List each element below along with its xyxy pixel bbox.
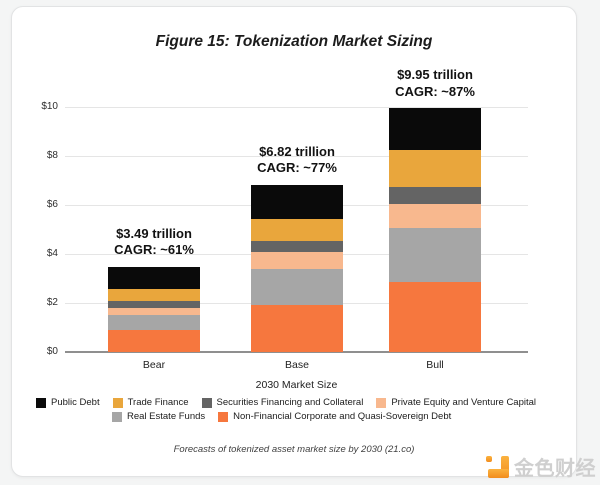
bar-segment-4 bbox=[251, 219, 343, 242]
x-axis-title: 2030 Market Size bbox=[255, 379, 338, 391]
legend-label: Trade Finance bbox=[127, 397, 189, 408]
bar-segment-5 bbox=[251, 184, 343, 220]
total-value: $3.49 trillion bbox=[116, 225, 192, 241]
total-value: $6.82 trillion bbox=[259, 143, 335, 159]
total-annotation: $9.95 trillion CAGR: ~87% bbox=[345, 67, 525, 100]
bar-segment-0 bbox=[108, 330, 200, 352]
bar-segment-2 bbox=[251, 251, 343, 269]
total-annotation: $3.49 trillion CAGR: ~61% bbox=[64, 226, 244, 259]
bar-segment-1 bbox=[108, 315, 200, 331]
figure-caption: Forecasts of tokenized asset market size… bbox=[173, 444, 415, 455]
legend: Public Debt Trade Finance Securities Fin… bbox=[36, 397, 568, 422]
legend-row-2: Real Estate Funds Non-Financial Corporat… bbox=[112, 411, 568, 422]
legend-swatch-icon bbox=[376, 397, 387, 408]
y-tick-label: $10 bbox=[41, 100, 58, 112]
legend-swatch-icon bbox=[201, 397, 212, 408]
bar-segment-4 bbox=[389, 149, 481, 187]
watermark: 金色财经 bbox=[485, 452, 596, 481]
y-tick-label: $4 bbox=[46, 247, 58, 259]
legend-swatch-icon bbox=[112, 397, 123, 408]
total-value: $9.95 trillion bbox=[397, 67, 473, 83]
bar-segment-1 bbox=[251, 268, 343, 306]
bar-segment-5 bbox=[108, 266, 200, 289]
gridline bbox=[65, 106, 528, 108]
cagr-value: CAGR: ~61% bbox=[114, 242, 194, 257]
y-tick-label: $8 bbox=[46, 149, 58, 161]
jinse-finance-logo-icon bbox=[485, 455, 509, 478]
bar-segment-2 bbox=[108, 307, 200, 316]
bar-segment-3 bbox=[251, 241, 343, 252]
legend-item: Trade Finance bbox=[112, 397, 189, 408]
legend-item: Non-Financial Corporate and Quasi-Sovere… bbox=[218, 411, 451, 422]
y-tick-label: $6 bbox=[46, 198, 58, 210]
figure-title: Figure 15: Tokenization Market Sizing bbox=[155, 33, 433, 50]
bar-segment-4 bbox=[108, 288, 200, 301]
bar-segment-0 bbox=[389, 282, 481, 352]
watermark-text: 金色财经 bbox=[514, 458, 596, 480]
cagr-value: CAGR: ~77% bbox=[257, 160, 337, 176]
bar-segment-5 bbox=[389, 108, 481, 150]
legend-label: Non-Financial Corporate and Quasi-Sovere… bbox=[233, 411, 452, 422]
legend-swatch-icon bbox=[36, 397, 46, 408]
legend-item: Securities Financing and Collateral bbox=[201, 397, 364, 408]
legend-row-1: Public Debt Trade Finance Securities Fin… bbox=[36, 397, 568, 408]
bar-segment-3 bbox=[389, 186, 481, 204]
legend-item: Real Estate Funds bbox=[112, 411, 205, 422]
bar-segment-3 bbox=[108, 300, 200, 308]
cagr-value: CAGR: ~87% bbox=[395, 83, 475, 99]
legend-item: Public Debt bbox=[36, 397, 100, 408]
legend-item: Private Equity and Venture Capital bbox=[376, 397, 536, 408]
x-category-label: Bull bbox=[426, 359, 444, 371]
legend-label: Real Estate Funds bbox=[127, 411, 206, 422]
x-axis-line bbox=[65, 351, 528, 353]
gridline bbox=[65, 155, 528, 157]
bar-segment-0 bbox=[251, 305, 343, 352]
x-category-label: Bear bbox=[142, 359, 166, 371]
legend-label: Securities Financing and Collateral bbox=[216, 397, 364, 408]
legend-swatch-icon bbox=[218, 411, 229, 422]
figure-card: Figure 15: Tokenization Market Sizing $3… bbox=[11, 6, 577, 477]
bar-segment-2 bbox=[389, 203, 481, 229]
chart: $3.49 trillion CAGR: ~61% Bear $6.82 trilli… bbox=[12, 7, 576, 476]
bar-segment-1 bbox=[389, 228, 481, 283]
y-tick-label: $2 bbox=[46, 296, 58, 308]
legend-swatch-icon bbox=[112, 411, 122, 422]
legend-label: Public Debt bbox=[51, 397, 100, 408]
y-tick-label: $0 bbox=[46, 345, 58, 357]
plot-area: $3.49 trillion CAGR: ~61% Bear $6.82 trilli… bbox=[64, 67, 528, 371]
legend-label: Private Equity and Venture Capital bbox=[391, 397, 537, 408]
total-annotation: $6.82 trillion CAGR: ~77% bbox=[207, 144, 387, 177]
x-category-label: Base bbox=[285, 359, 309, 371]
